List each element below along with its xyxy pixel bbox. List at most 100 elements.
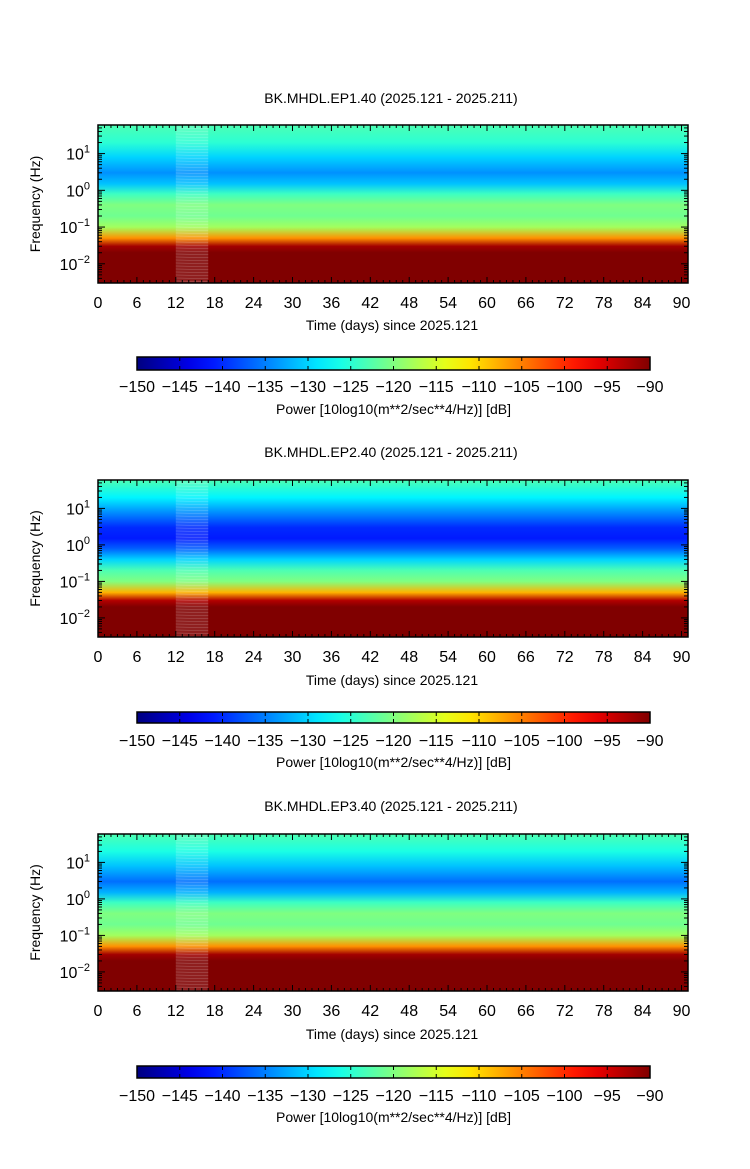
colorbar-tick-label: −90: [636, 733, 663, 750]
colorbar-tick-label: −110: [462, 1088, 497, 1105]
x-tick-label: 72: [556, 649, 574, 666]
x-tick-label: 54: [439, 295, 457, 312]
colorbar-label: Power [10log10(m**2/sec**4/Hz)] [dB]: [276, 1109, 511, 1125]
colorbar-tick-label: −135: [247, 733, 283, 750]
spectrogram-panel-2: 0 6 12 18 24 30 36 42 48 54 60 66 72 78 84 90 101 100 10−1…: [27, 444, 691, 770]
x-tick-label: 36: [323, 649, 341, 666]
y-tick-label: 101: [66, 144, 90, 164]
y-axis-label: Frequency (Hz): [27, 510, 43, 606]
y-tick-label: 100: [66, 535, 90, 555]
colorbar-tick-label: −150: [119, 733, 155, 750]
x-tick-label: 60: [478, 295, 496, 312]
colorbar: −150 −145 −140 −135 −130 −125 −120 −115 −110 −105…: [119, 711, 664, 770]
x-axis-label: Time (days) since 2025.121: [306, 672, 478, 688]
colorbar-tick-label: −120: [375, 733, 411, 750]
x-tick-label: 6: [132, 1003, 141, 1020]
colorbar-tick-label: −130: [290, 733, 326, 750]
x-tick-label: 84: [634, 649, 652, 666]
colorbar-tick-label: −95: [594, 379, 621, 396]
colorbar-tick-label: −105: [504, 1088, 540, 1105]
colorbar-tick-label: −130: [290, 379, 326, 396]
x-tick-label: 66: [517, 295, 535, 312]
colorbar-tick-label: −100: [546, 733, 582, 750]
panel-title: BK.MHDL.EP1.40 (2025.121 - 2025.211): [264, 90, 517, 106]
x-tick-label: 0: [94, 649, 103, 666]
colorbar-tick-label: −135: [247, 379, 283, 396]
x-tick-label: 54: [439, 1003, 457, 1020]
colorbar-tick-label: −100: [546, 1088, 582, 1105]
x-tick-label: 12: [167, 295, 185, 312]
y-tick-label: 10−1: [60, 571, 90, 591]
colorbar-label: Power [10log10(m**2/sec**4/Hz)] [dB]: [276, 754, 511, 770]
y-tick-label: 100: [66, 889, 90, 909]
plot-frame: [97, 833, 689, 992]
x-tick-label: 18: [206, 649, 224, 666]
data-gap-region: [175, 125, 209, 283]
x-tick-label: 48: [400, 1003, 418, 1020]
x-tick-label: 18: [206, 1003, 224, 1020]
x-tick-label: 42: [361, 1003, 379, 1020]
y-tick-label: 10−2: [60, 962, 90, 982]
x-tick-label: 66: [517, 649, 535, 666]
colorbar: −150 −145 −140 −135 −130 −125 −120 −115 −110 −105…: [119, 1065, 664, 1125]
colorbar-tick-label: −140: [204, 1088, 240, 1105]
colorbar-tick-label: −115: [419, 379, 454, 396]
spectrogram-panel-1: 0 6 12 18 24 30 36 42 48 54 60 66 72 78 84 90 101 100 10−1…: [27, 90, 691, 417]
x-tick-label: 78: [595, 1003, 613, 1020]
y-tick-label: 10−1: [60, 217, 90, 237]
x-tick-label: 78: [595, 649, 613, 666]
x-tick-label: 24: [245, 649, 263, 666]
x-tick-label: 36: [323, 295, 341, 312]
x-tick-label: 90: [673, 649, 691, 666]
colorbar-tick-label: −140: [204, 733, 240, 750]
x-tick-label: 48: [400, 295, 418, 312]
x-tick-label: 66: [517, 1003, 535, 1020]
data-gap-region: [175, 480, 209, 637]
x-tick-label: 42: [361, 649, 379, 666]
x-tick-label: 0: [94, 1003, 103, 1020]
x-tick-label: 30: [284, 1003, 302, 1020]
colorbar-tick-label: −135: [247, 1088, 283, 1105]
colorbar-tick-label: −145: [162, 1088, 198, 1105]
colorbar: −150 −145 −140 −135 −130 −125 −120 −115 −110 −105…: [119, 356, 664, 417]
colorbar-tick-label: −125: [333, 733, 369, 750]
colorbar-tick-label: −110: [462, 733, 497, 750]
spectrogram-panel-3: 0 6 12 18 24 30 36 42 48 54 60 66 72 78 84 90 101 100 10−1…: [27, 798, 691, 1125]
x-tick-label: 84: [634, 1003, 652, 1020]
x-tick-label: 0: [94, 295, 103, 312]
x-tick-label: 30: [284, 649, 302, 666]
y-tick-label: 10−1: [60, 925, 90, 945]
x-tick-label: 48: [400, 649, 418, 666]
colorbar-tick-label: −110: [462, 379, 497, 396]
x-tick-label: 60: [478, 649, 496, 666]
colorbar-tick-label: −120: [375, 379, 411, 396]
x-axis-label: Time (days) since 2025.121: [306, 1026, 478, 1042]
x-tick-label: 6: [132, 295, 141, 312]
colorbar-tick-label: −95: [594, 733, 621, 750]
data-gap-region: [175, 834, 209, 991]
x-tick-label: 6: [132, 649, 141, 666]
colorbar-tick-label: −90: [636, 1088, 663, 1105]
x-tick-label: 30: [284, 295, 302, 312]
y-tick-label: 10−2: [60, 254, 90, 274]
x-tick-label: 60: [478, 1003, 496, 1020]
x-tick-label: 18: [206, 295, 224, 312]
x-tick-label: 72: [556, 295, 574, 312]
colorbar-tick-label: −115: [419, 733, 454, 750]
panel-title: BK.MHDL.EP3.40 (2025.121 - 2025.211): [264, 798, 517, 814]
spectrogram-heatmap: [98, 125, 688, 283]
colorbar-tick-label: −105: [504, 379, 540, 396]
x-tick-label: 72: [556, 1003, 574, 1020]
colorbar-tick-label: −130: [290, 1088, 326, 1105]
colorbar-tick-label: −145: [162, 379, 198, 396]
colorbar-tick-label: −105: [504, 733, 540, 750]
plot-frame: [97, 124, 689, 284]
x-tick-label: 84: [634, 295, 652, 312]
x-tick-label: 90: [673, 295, 691, 312]
colorbar-tick-label: −100: [546, 379, 582, 396]
x-tick-label: 42: [361, 295, 379, 312]
x-tick-label: 12: [167, 1003, 185, 1020]
spectrogram-heatmap: [98, 480, 688, 637]
x-tick-label: 54: [439, 649, 457, 666]
